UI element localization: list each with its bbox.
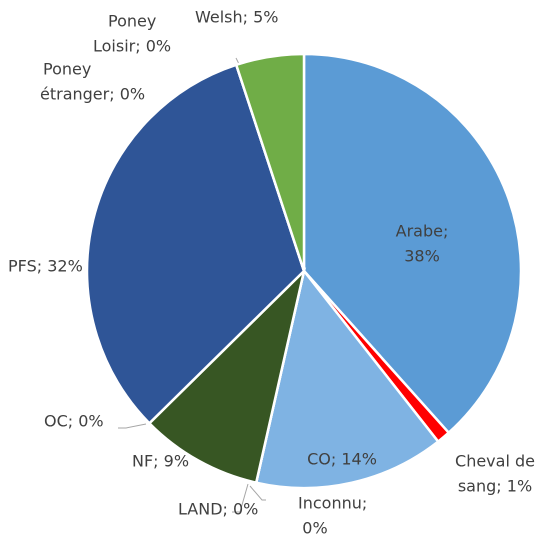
data-label: Poney	[108, 12, 156, 31]
data-label: Welsh; 5%	[195, 8, 279, 27]
pie-slice	[234, 52, 306, 272]
leader-line	[249, 485, 266, 501]
data-label: sang; 1%	[458, 477, 532, 496]
data-label: Arabe;	[396, 222, 449, 241]
data-label: Cheval de	[455, 452, 535, 471]
data-label: étranger; 0%	[40, 85, 145, 104]
leader-line	[118, 423, 147, 429]
pie-slice	[85, 63, 306, 425]
data-label: PFS; 32%	[8, 257, 83, 276]
leader-line	[232, 483, 249, 513]
data-label: OC; 0%	[44, 412, 104, 431]
data-label: CO; 14%	[307, 450, 377, 469]
data-label: LAND; 0%	[178, 500, 258, 519]
pie-slice	[302, 52, 523, 435]
data-label: 0%	[302, 519, 327, 538]
pie	[85, 52, 523, 490]
pie-slice	[254, 268, 440, 490]
pie-slice	[147, 267, 307, 485]
data-label: Poney	[43, 60, 91, 79]
leader-lines	[118, 57, 266, 513]
data-label: NF; 9%	[132, 452, 189, 471]
data-label: Inconnu;	[298, 494, 367, 513]
data-label: 38%	[404, 247, 440, 266]
data-label: Loisir; 0%	[93, 37, 171, 56]
